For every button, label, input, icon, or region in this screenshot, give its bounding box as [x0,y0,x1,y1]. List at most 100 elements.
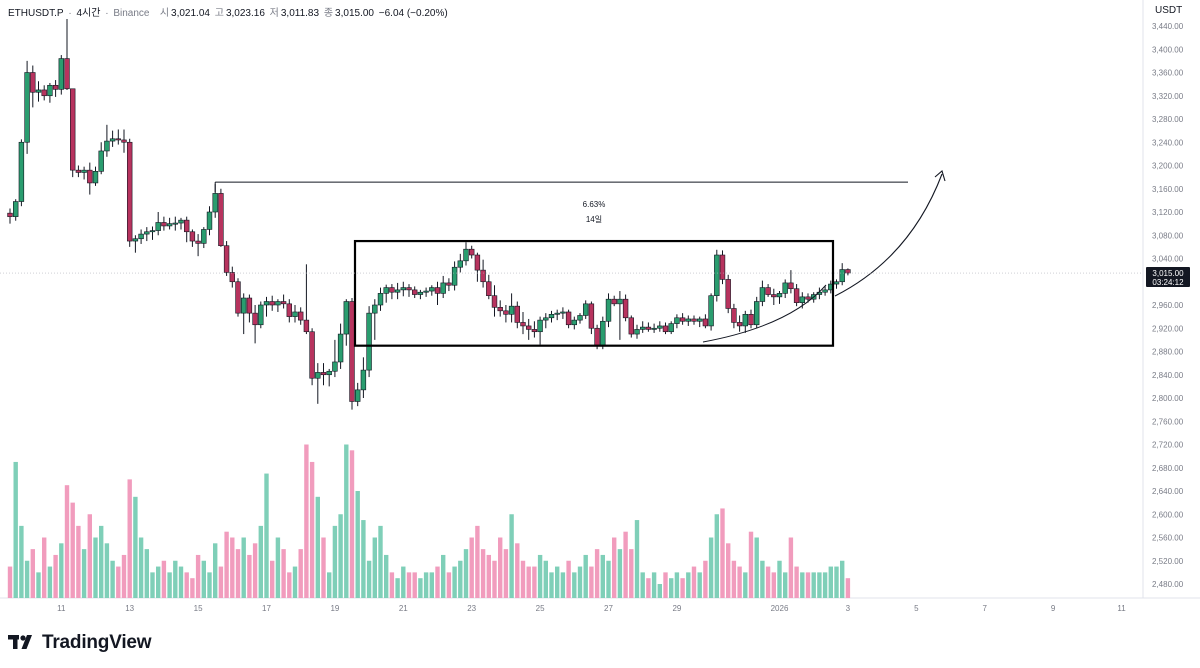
volume-bar [794,566,799,598]
time-axis[interactable]: 11 13 15 17 19 21 23 25 27 29 2026 3 5 7 9 11 [0,597,1200,613]
volume-bar [475,525,480,598]
volume-bar [150,572,155,598]
volume-bar [116,566,121,598]
candle-body [736,322,743,327]
candle-body [554,312,560,315]
candle-body [731,308,737,323]
candle-body [725,279,731,309]
volume-bar [572,572,577,598]
volume-bar [184,572,189,598]
candle-body [206,211,213,230]
volume-bar [708,537,714,598]
volume-bar [332,525,338,598]
volume-bar [110,560,115,598]
candle-body [47,84,53,97]
volume-bar [646,578,651,598]
candle-body [543,317,549,321]
volume-bar [714,514,719,598]
candle-body [822,289,828,293]
time-tick-label: 15 [194,604,203,613]
candle-body [149,230,156,233]
candle-body [218,193,224,247]
currency-label[interactable]: USDT [1155,5,1183,16]
volume-bar [743,572,748,598]
volume-bar [384,554,389,598]
candle-body [269,301,275,306]
volume-bar [315,496,320,598]
candle-body [497,307,503,312]
volume-bar [224,531,229,598]
time-tick-label: 29 [672,604,681,613]
time-tick-label: 13 [125,604,134,613]
candle-body [246,297,253,314]
volume-bar [201,560,206,598]
last-price-box [1146,267,1190,288]
volume-bar [401,566,406,598]
volume-bar [241,537,246,598]
price-tick-label: 2,720.00 [1152,441,1184,450]
interval-label[interactable]: 4시간 [76,8,101,19]
candle-body [474,254,481,271]
candle-body [35,89,42,93]
candle-body [457,260,463,268]
volume-bar [555,566,560,598]
candle-body [241,297,247,314]
candle-body [674,317,680,324]
volume-bar [805,572,811,598]
low-label: 저 [269,8,279,19]
candle-body [537,319,543,333]
volume-bar [53,554,58,598]
candle-body [332,361,338,372]
tradingview-logo[interactable]: TradingView [8,632,152,654]
volume-bar [463,549,469,598]
volume-bar [634,520,640,598]
candle-body [18,141,25,202]
time-tick-label: 11 [1117,604,1126,613]
volume-bar [418,578,423,598]
candle-body [582,303,589,316]
price-axis[interactable]: 3,440.00 3,400.00 3,360.00 3,320.00 3,280.00… [1142,0,1184,598]
volume-bar [703,560,708,598]
candle-body [714,254,720,296]
candle-body [372,304,378,314]
candle-body [702,318,709,327]
volume-series [7,444,851,598]
volume-bar [486,554,491,598]
volume-bar [458,560,463,598]
volume-bar [42,537,47,598]
volume-bar [600,554,605,598]
drawings-layer[interactable]: 6.63% 14일 [214,170,946,347]
time-tick-label: 2026 [771,604,789,613]
candle-body [628,317,635,335]
volume-bar [87,514,92,598]
candle-body [337,333,344,363]
volume-bar [680,578,685,598]
candle-body [349,301,355,402]
candle-body [708,295,714,327]
candle-body [286,303,292,317]
price-tick-label: 3,200.00 [1152,162,1184,171]
candle-body [696,318,703,322]
volume-bar [349,450,355,598]
symbol-name[interactable]: ETHUSDT.P [8,8,64,19]
volume-bar [492,560,497,598]
price-tick-label: 3,320.00 [1152,92,1184,101]
volume-bar [298,549,303,598]
candle-body [771,294,777,298]
candle-body [166,223,173,227]
volume-bar [549,572,554,598]
volume-bar [737,566,742,598]
candle-body [600,320,606,346]
candle-body [161,222,167,227]
volume-bar [674,572,680,598]
candle-body [765,287,771,295]
candle-body [565,311,572,326]
volume-bar [281,549,286,598]
candle-body [423,290,429,293]
candle-body [753,301,760,326]
volume-bar [583,554,588,598]
volume-bar [344,444,349,598]
